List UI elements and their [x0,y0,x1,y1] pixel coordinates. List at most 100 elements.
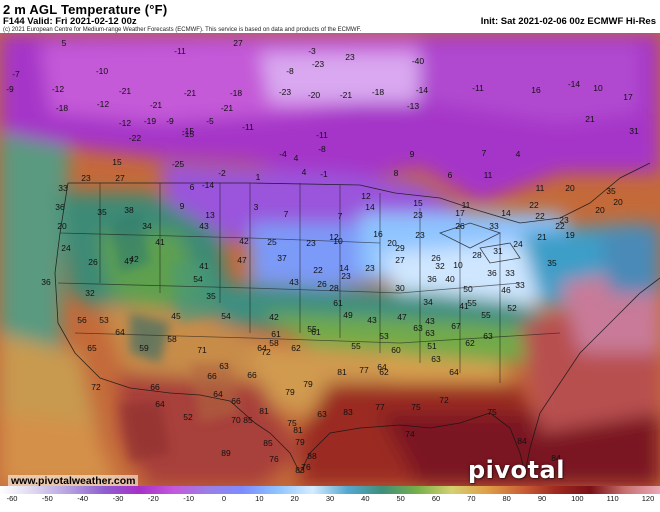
temperature-value: 35 [547,258,557,268]
temperature-value: -15 [182,126,195,136]
temperature-value: 50 [463,284,473,294]
temperature-value: 81 [259,406,269,416]
temperature-map[interactable]: 5 -11 27 -3 -7 -10 -8 -23 23 -40 -9 -12 -21 -21 -18 -23… [0,33,660,486]
temperature-value: 23 [341,271,351,281]
temperature-value: 20 [565,183,575,193]
header: 2 m AGL Temperature (°F) F144 Valid: Fri… [0,0,660,33]
temperature-value: 84 [551,453,561,463]
temperature-value: 8 [394,168,399,178]
temperature-value: -15 [182,129,195,139]
colorbar-tick: -10 [183,494,195,503]
temperature-value: 29 [395,243,405,253]
temperature-value: 27 [115,173,125,183]
temperature-value: 17 [623,92,633,102]
temperature-value: -14 [416,85,429,95]
temperature-value: -18 [372,87,385,97]
temperature-value: -11 [472,83,484,93]
temperature-value: 12 [329,232,339,242]
temperature-value: 81 [337,367,347,377]
colorbar-tick: 110 [606,494,619,503]
temperature-value: 88 [0,33,5,35]
temperature-value: -40 [412,56,425,66]
temperature-value: 30 [395,283,405,293]
temperature-value: 63 [425,328,435,338]
temperature-value: 75 [287,418,297,428]
temperature-value: -25 [172,159,185,169]
temperature-value: 26 [317,279,327,289]
temperature-value: 22 [535,211,545,221]
temperature-value: 31 [629,126,639,136]
temperature-value: 71 [197,345,207,355]
temperature-value: 41 [155,237,165,247]
temperature-value: 63 [317,409,327,419]
temperature-value: 60 [391,345,401,355]
colorbar-legend: -60 -50 -40 -30 -20 -10 0 10 20 30 40 50 60 70 80 90 100… [0,486,660,510]
temperature-value: 33 [58,183,68,193]
temperature-value: 67 [451,321,461,331]
temperature-value: -21 [184,88,197,98]
temperature-value: 65 [87,343,97,353]
temperature-value: 83 [295,465,305,475]
temperature-value: 33 [489,221,499,231]
colorbar-tick: 0 [221,494,227,503]
temperature-value: 64 [213,389,223,399]
temperature-value: 55 [307,324,317,334]
temperature-value: 64 [115,327,125,337]
temperature-value: 15 [112,157,122,167]
temperature-value: 11 [484,170,493,180]
temperature-value: 23 [345,52,355,62]
temperature-value: -21 [221,103,234,113]
temperature-value: 22 [555,221,565,231]
temperature-value: -9 [6,84,14,94]
colorbar-tick: 60 [431,494,441,503]
temperature-value: 74 [405,429,415,439]
temperature-value: 27 [233,38,243,48]
temperature-value: -13 [407,101,420,111]
temperature-value: -19 [144,116,157,126]
temperature-value: 61 [311,327,321,337]
temperature-value: 37 [277,253,287,263]
temperature-value: 36 [55,202,65,212]
valid-time: F144 Valid: Fri 2021-02-12 00z [3,16,137,27]
colorbar-tick: 10 [255,494,264,503]
temperature-value: 53 [379,331,389,341]
colorbar-tick: 30 [325,494,335,503]
temperature-value: 76 [301,462,311,472]
temperature-value: -14 [202,180,215,190]
website-link[interactable]: www.pivotalweather.com [8,475,139,487]
temperature-value: 40 [445,274,455,284]
colorbar-tick: 100 [571,494,584,503]
temperature-value: 21 [537,232,547,242]
temperature-value: 28 [329,283,339,293]
temperature-value: 79 [285,387,295,397]
temperature-value: 32 [85,288,95,298]
temperature-value: 56 [77,315,87,325]
temperature-value: -3 [308,46,316,56]
temperature-value: 90 [0,33,5,35]
temperature-value: 20 [57,221,67,231]
temperature-value: 23 [306,238,316,248]
temperature-value: 36 [427,274,437,284]
temperature-value: 77 [359,365,369,375]
temperature-value: -21 [150,100,163,110]
temperature-value: 62 [291,343,301,353]
temperature-value: -8 [286,66,294,76]
temperature-value: 10 [593,83,603,93]
temperature-value: 25 [267,237,277,247]
temperature-value: 54 [193,274,203,284]
terrain-detail [110,213,240,463]
colorbar-tick: 50 [396,494,405,503]
temperature-value: 64 [155,399,165,409]
temperature-value: 47 [237,255,247,265]
temperature-value: 64 [377,362,387,372]
temperature-value: -12 [119,118,132,128]
colorbar-ticks: -60 -50 -40 -30 -20 -10 0 10 20 30 40 50 60 70 80 90 100… [0,494,660,508]
colorbar-tick: 20 [290,494,299,503]
temperature-value: -22 [129,133,142,143]
temperature-value: 23 [81,173,91,183]
temperature-value: -11 [316,130,328,140]
temperature-value: 23 [413,210,423,220]
temperature-value: 47 [397,312,407,322]
temperature-value: 41 [459,301,469,311]
